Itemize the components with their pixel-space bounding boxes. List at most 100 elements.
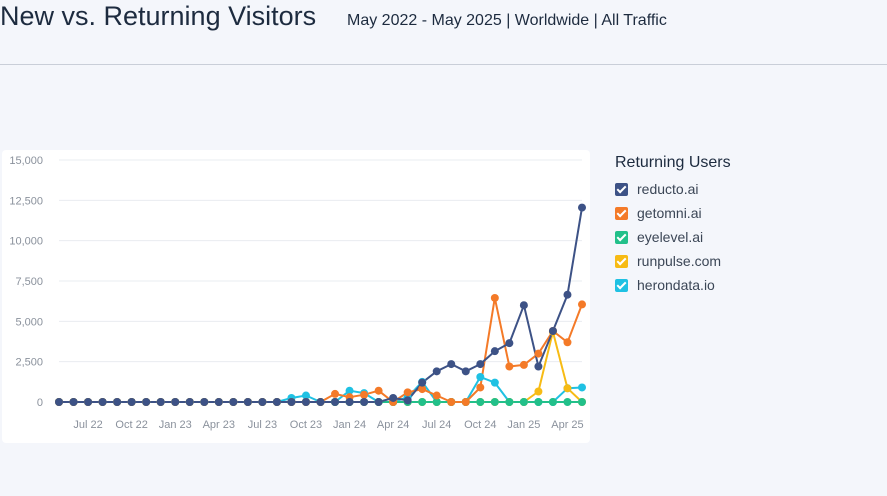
data-point-eyelevel-ai: [505, 398, 514, 406]
data-point-getomni-ai: [331, 389, 340, 398]
data-point-eyelevel-ai: [476, 398, 485, 406]
data-point-reducto-ai: [534, 362, 543, 371]
chart-card: 0 2,500 5,000 7,500 10,000 12,500 15,000 Jul 22…: [2, 150, 590, 443]
data-point-eyelevel-ai: [432, 398, 441, 406]
data-point-reducto-ai: [374, 398, 383, 406]
x-tick-label: Jan 23: [159, 419, 192, 431]
data-point-reducto-ai: [476, 360, 485, 369]
data-point-reducto-ai: [316, 398, 325, 406]
legend-item-runpulse-com[interactable]: runpulse.com: [615, 249, 731, 273]
legend-title: Returning Users: [615, 154, 731, 171]
legend-item-herondata-io[interactable]: herondata.io: [615, 273, 731, 297]
data-point-herondata-io: [301, 391, 310, 400]
data-point-reducto-ai: [403, 396, 412, 405]
legend-label: herondata.io: [637, 277, 715, 293]
data-point-getomni-ai: [534, 349, 543, 358]
x-tick-label: Jul 24: [422, 419, 451, 431]
data-point-eyelevel-ai: [563, 398, 572, 406]
y-tick-label: 7,500: [15, 276, 43, 288]
x-tick-label: Apr 24: [377, 419, 409, 431]
data-point-getomni-ai: [505, 362, 514, 371]
legend-label: runpulse.com: [637, 253, 722, 269]
x-tick-label: Oct 24: [464, 419, 496, 431]
data-point-reducto-ai: [243, 398, 252, 406]
data-point-eyelevel-ai: [418, 398, 427, 406]
page-subtitle: May 2022 - May 2025 | Worldwide | All Tr…: [347, 12, 667, 29]
legend-item-eyelevel-ai[interactable]: eyelevel.ai: [615, 225, 731, 249]
y-tick-label: 2,500: [15, 357, 43, 369]
data-point-reducto-ai: [418, 378, 427, 387]
y-tick-label: 15,000: [9, 155, 43, 167]
data-point-eyelevel-ai: [490, 398, 499, 406]
page-title: New vs. Returning Visitors: [0, 1, 317, 31]
data-point-getomni-ai: [461, 398, 470, 406]
x-tick-label: Jan 24: [333, 419, 366, 431]
data-point-reducto-ai: [548, 327, 557, 336]
data-point-herondata-io: [345, 386, 354, 395]
data-point-reducto-ai: [578, 203, 586, 212]
data-point-getomni-ai: [476, 383, 485, 392]
data-point-reducto-ai: [200, 398, 209, 406]
data-point-reducto-ai: [156, 398, 165, 406]
data-point-runpulse-com: [563, 384, 572, 393]
checkbox-icon[interactable]: [615, 230, 628, 244]
line-chart: 0 2,500 5,000 7,500 10,000 12,500 15,000 Jul 22…: [9, 155, 586, 431]
data-point-eyelevel-ai: [548, 398, 557, 406]
data-point-reducto-ai: [214, 398, 223, 406]
legend-item-reducto-ai[interactable]: reducto.ai: [615, 177, 731, 201]
legend-label: eyelevel.ai: [637, 229, 704, 245]
data-point-getomni-ai: [374, 386, 383, 395]
data-point-reducto-ai: [258, 398, 267, 406]
data-point-reducto-ai: [69, 398, 78, 406]
data-point-reducto-ai: [301, 398, 310, 406]
y-tick-label: 0: [37, 397, 43, 409]
series-line-reducto-ai: [59, 207, 583, 403]
legend-label: reducto.ai: [637, 181, 699, 197]
checkbox-icon[interactable]: [615, 278, 628, 292]
data-point-runpulse-com: [534, 387, 543, 396]
data-point-herondata-io: [476, 372, 485, 381]
data-point-getomni-ai: [403, 388, 412, 397]
data-point-reducto-ai: [127, 398, 136, 406]
data-point-reducto-ai: [432, 367, 441, 376]
series-line-getomni-ai: [59, 296, 583, 403]
data-point-getomni-ai: [418, 385, 427, 394]
y-tick-label: 12,500: [9, 195, 43, 207]
data-point-reducto-ai: [389, 393, 398, 402]
data-point-getomni-ai: [447, 398, 456, 406]
data-point-getomni-ai: [360, 390, 369, 399]
x-tick-label: Apr 23: [203, 419, 235, 431]
data-point-reducto-ai: [519, 301, 528, 310]
data-point-reducto-ai: [185, 398, 194, 406]
x-tick-label: Jan 25: [507, 419, 540, 431]
checkbox-icon[interactable]: [615, 206, 628, 220]
data-point-reducto-ai: [490, 347, 499, 356]
data-point-reducto-ai: [447, 360, 456, 369]
data-point-reducto-ai: [84, 398, 93, 406]
data-point-reducto-ai: [229, 398, 238, 406]
data-point-eyelevel-ai: [578, 398, 586, 406]
data-point-reducto-ai: [55, 398, 63, 406]
header-bar: New vs. Returning Visitors May 2022 - Ma…: [0, 0, 887, 65]
data-point-eyelevel-ai: [534, 398, 543, 406]
x-tick-label: Jul 23: [248, 419, 277, 431]
data-point-reducto-ai: [345, 398, 354, 406]
y-tick-label: 5,000: [15, 316, 43, 328]
data-point-eyelevel-ai: [519, 398, 528, 406]
data-point-reducto-ai: [113, 398, 122, 406]
data-point-reducto-ai: [287, 398, 296, 406]
data-point-reducto-ai: [272, 398, 281, 406]
checkbox-icon[interactable]: [615, 182, 628, 196]
data-point-reducto-ai: [505, 339, 514, 348]
y-tick-label: 10,000: [9, 236, 43, 248]
data-point-reducto-ai: [331, 398, 340, 406]
x-tick-label: Jul 22: [73, 419, 102, 431]
data-point-reducto-ai: [360, 398, 369, 406]
checkbox-icon[interactable]: [615, 254, 628, 268]
data-point-herondata-io: [490, 378, 499, 387]
legend-item-getomni-ai[interactable]: getomni.ai: [615, 201, 731, 225]
data-point-getomni-ai: [578, 300, 586, 309]
data-point-herondata-io: [578, 383, 586, 392]
data-point-reducto-ai: [98, 398, 107, 406]
data-point-getomni-ai: [490, 293, 499, 302]
